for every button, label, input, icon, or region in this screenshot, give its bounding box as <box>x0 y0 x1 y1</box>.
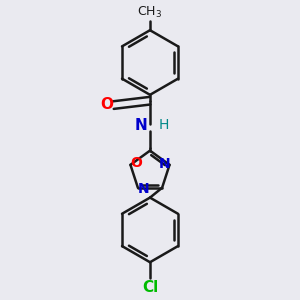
Text: N: N <box>137 182 149 196</box>
Text: Cl: Cl <box>142 280 158 295</box>
Text: H: H <box>159 118 169 132</box>
Text: N: N <box>158 157 170 171</box>
Text: O: O <box>130 156 142 170</box>
Text: O: O <box>100 97 113 112</box>
Text: CH$_3$: CH$_3$ <box>137 5 163 20</box>
Text: N: N <box>135 118 148 134</box>
